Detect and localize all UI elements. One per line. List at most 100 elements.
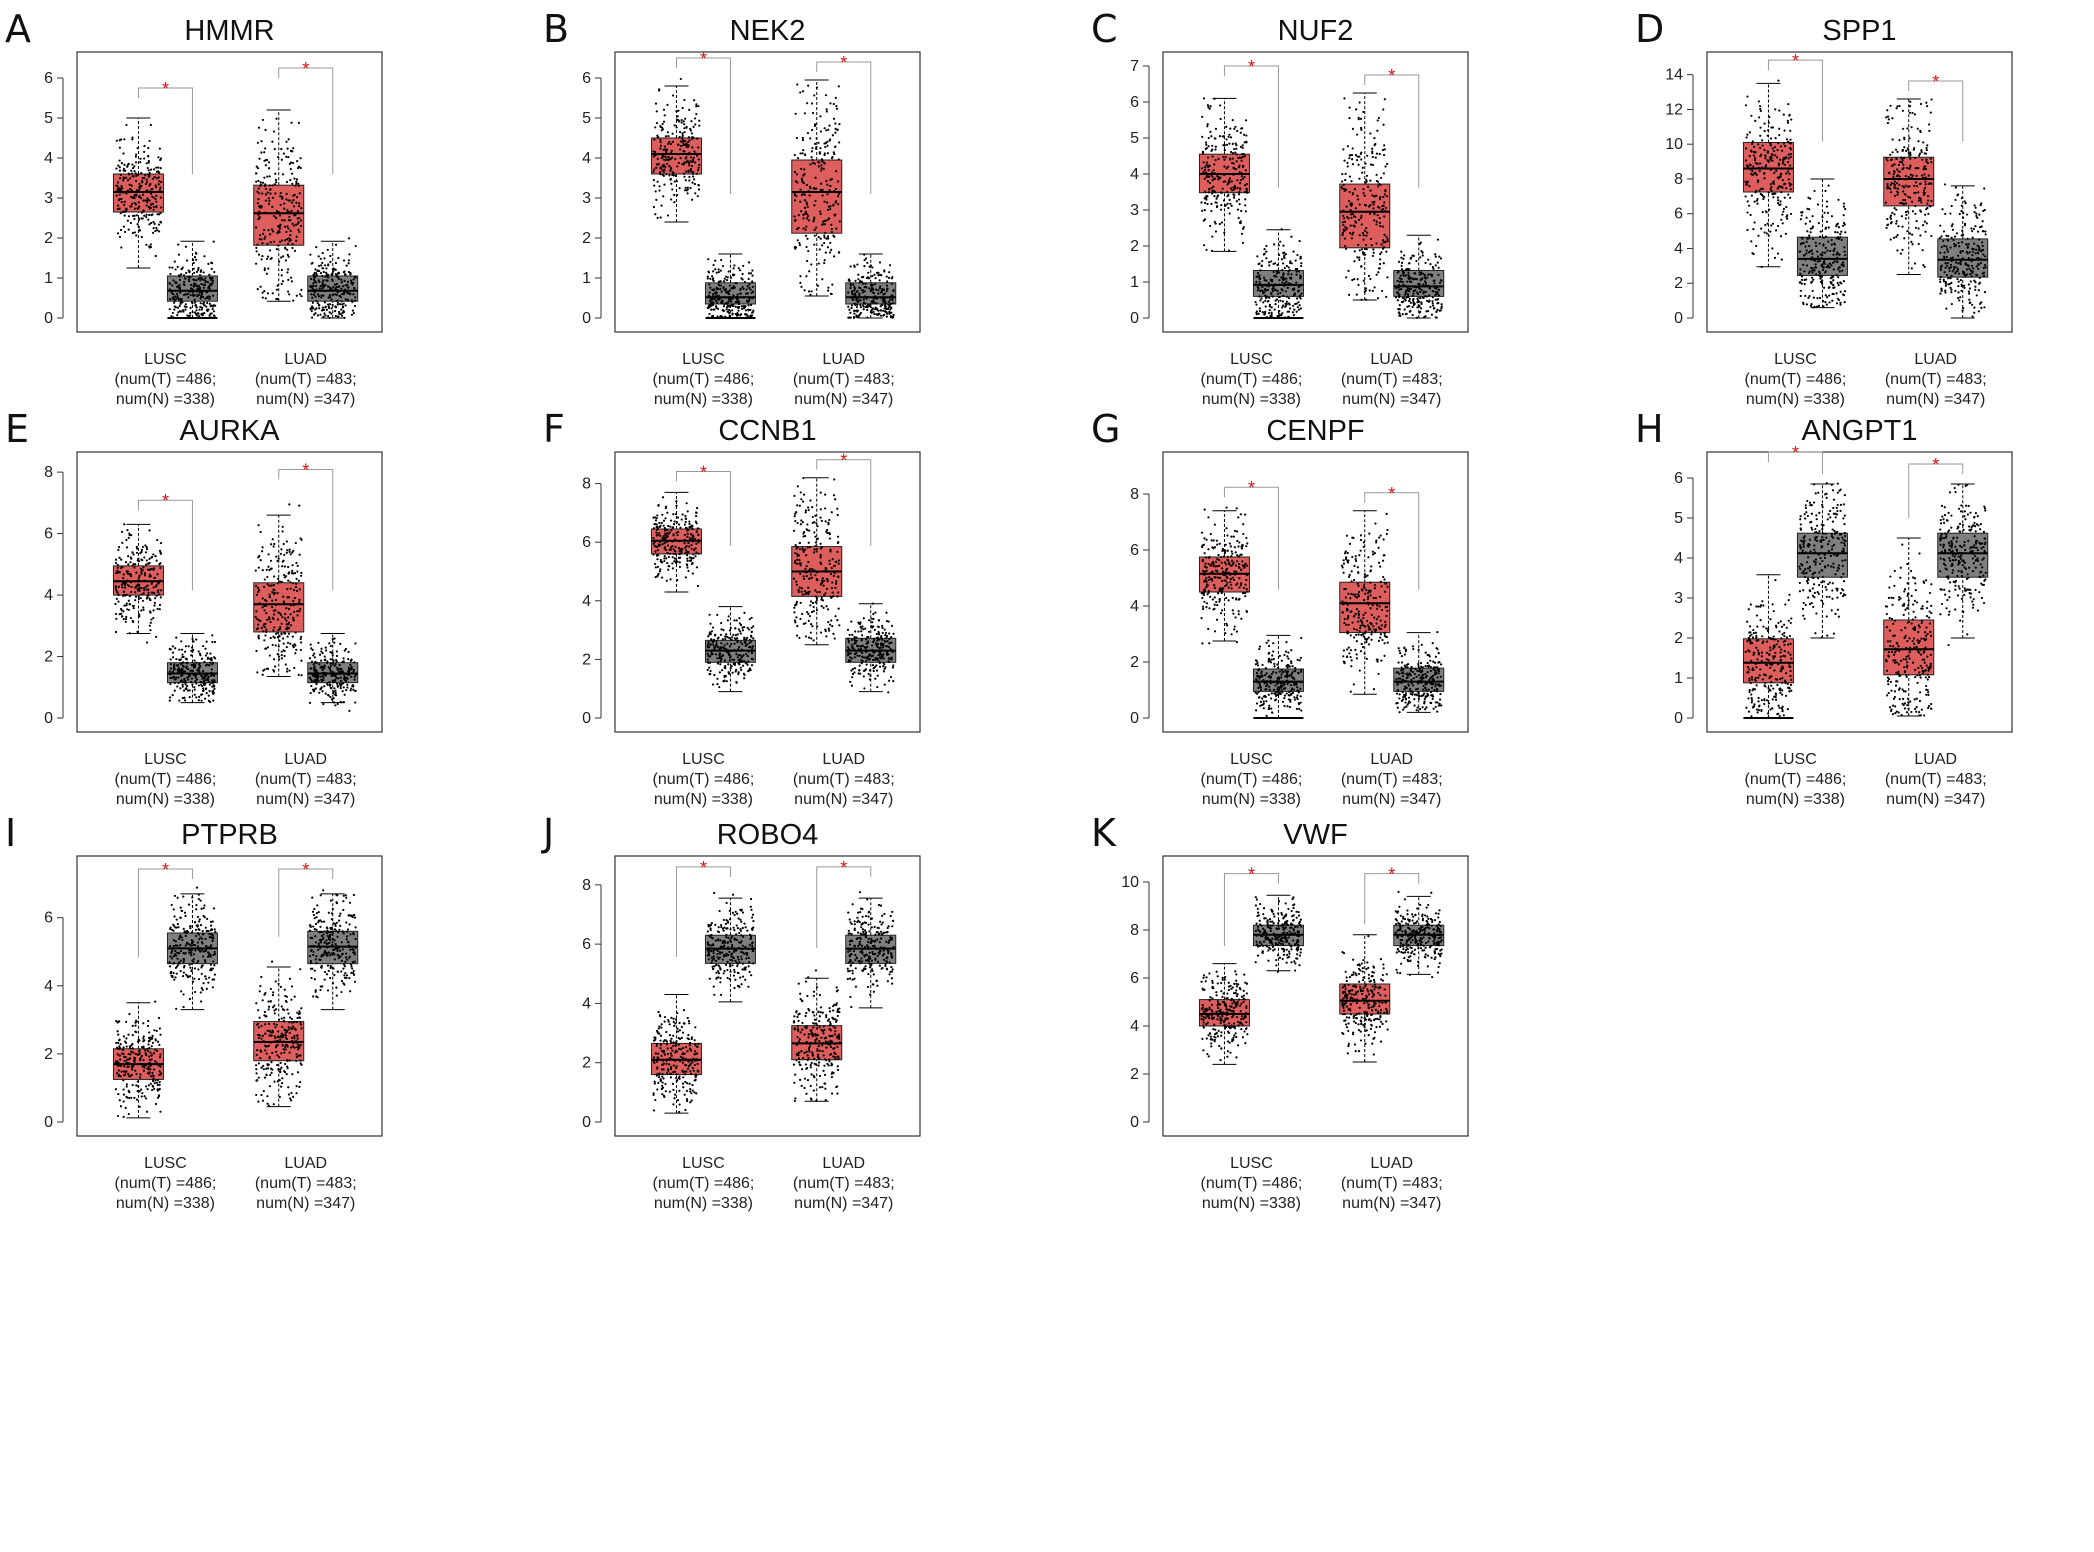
data-point [1950, 204, 1953, 208]
data-point [328, 311, 331, 314]
data-point [671, 140, 675, 143]
data-point [285, 230, 288, 234]
data-point [148, 557, 151, 560]
data-point [1766, 222, 1769, 225]
data-point [1840, 238, 1843, 241]
data-point [1837, 284, 1840, 287]
data-point [1377, 267, 1381, 270]
data-point [1842, 280, 1846, 283]
data-point [1839, 281, 1842, 284]
data-point [1279, 314, 1282, 317]
data-point [691, 172, 694, 175]
data-point [129, 594, 132, 597]
data-point [335, 274, 338, 277]
data-point [1925, 148, 1928, 152]
data-point [206, 309, 209, 313]
data-point [1277, 244, 1280, 247]
data-point [1210, 202, 1213, 205]
data-point [1280, 228, 1283, 231]
data-point [139, 596, 142, 600]
data-point [137, 195, 140, 198]
data-point [1975, 265, 1978, 268]
data-point [280, 239, 284, 242]
data-point [297, 184, 301, 187]
data-point [885, 284, 889, 287]
data-point [1777, 163, 1781, 167]
data-point [284, 663, 287, 666]
data-point [207, 680, 210, 684]
data-point [154, 555, 157, 558]
data-point [1769, 137, 1773, 140]
data-point [1977, 289, 1980, 292]
data-point [1384, 190, 1387, 193]
data-point [254, 569, 257, 572]
data-point [145, 213, 148, 216]
data-point [683, 143, 687, 147]
data-point [152, 609, 155, 612]
data-point [121, 541, 124, 544]
data-point [1342, 223, 1345, 227]
data-point [201, 306, 204, 309]
data-point [174, 647, 177, 650]
data-point [209, 681, 213, 684]
data-point [260, 238, 263, 241]
data-point [212, 699, 215, 702]
data-point [1974, 281, 1977, 284]
data-point [170, 676, 174, 679]
data-point [1757, 143, 1760, 146]
data-point [183, 277, 187, 280]
data-point [123, 583, 127, 587]
data-point [1815, 244, 1818, 247]
data-point [130, 184, 133, 187]
data-point [1762, 195, 1765, 198]
data-point [290, 172, 294, 175]
data-point [183, 677, 186, 680]
data-point [1759, 134, 1762, 137]
data-point [154, 186, 158, 189]
data-point [1417, 282, 1420, 286]
data-point [823, 241, 826, 245]
data-point [255, 180, 258, 183]
data-point [346, 283, 349, 287]
data-point [203, 697, 207, 700]
data-point [1921, 249, 1924, 252]
data-point [195, 284, 198, 288]
data-point [1750, 150, 1753, 153]
data-point [1420, 277, 1423, 280]
data-point [258, 238, 261, 241]
data-point [154, 184, 157, 187]
data-point [1369, 204, 1372, 207]
data-point [1383, 233, 1386, 236]
data-point [1282, 244, 1285, 247]
data-point [1981, 244, 1984, 248]
data-point [1917, 140, 1920, 143]
data-point [871, 301, 874, 304]
data-point [213, 315, 216, 318]
data-point [1744, 104, 1748, 107]
data-point [125, 123, 128, 127]
x-group-count-tumor: (num(T) =486; [115, 371, 217, 388]
data-point [116, 187, 120, 190]
data-point [749, 288, 752, 291]
data-point [1380, 251, 1383, 254]
data-point [1418, 311, 1421, 314]
data-point [1904, 174, 1907, 178]
data-point [336, 315, 340, 318]
data-point [733, 286, 736, 289]
data-point [190, 646, 194, 649]
data-point [129, 556, 132, 559]
data-point [256, 190, 259, 193]
data-point [1401, 270, 1404, 273]
data-point [255, 246, 258, 249]
data-point [146, 584, 149, 587]
data-point [1953, 242, 1956, 246]
data-point [339, 312, 342, 316]
data-point [712, 288, 716, 291]
data-point [143, 150, 146, 154]
data-point [1898, 104, 1901, 108]
data-point [145, 215, 148, 219]
data-point [312, 284, 315, 288]
y-tick-label: 3 [582, 190, 591, 207]
data-point [292, 224, 296, 227]
data-point [1919, 130, 1922, 134]
